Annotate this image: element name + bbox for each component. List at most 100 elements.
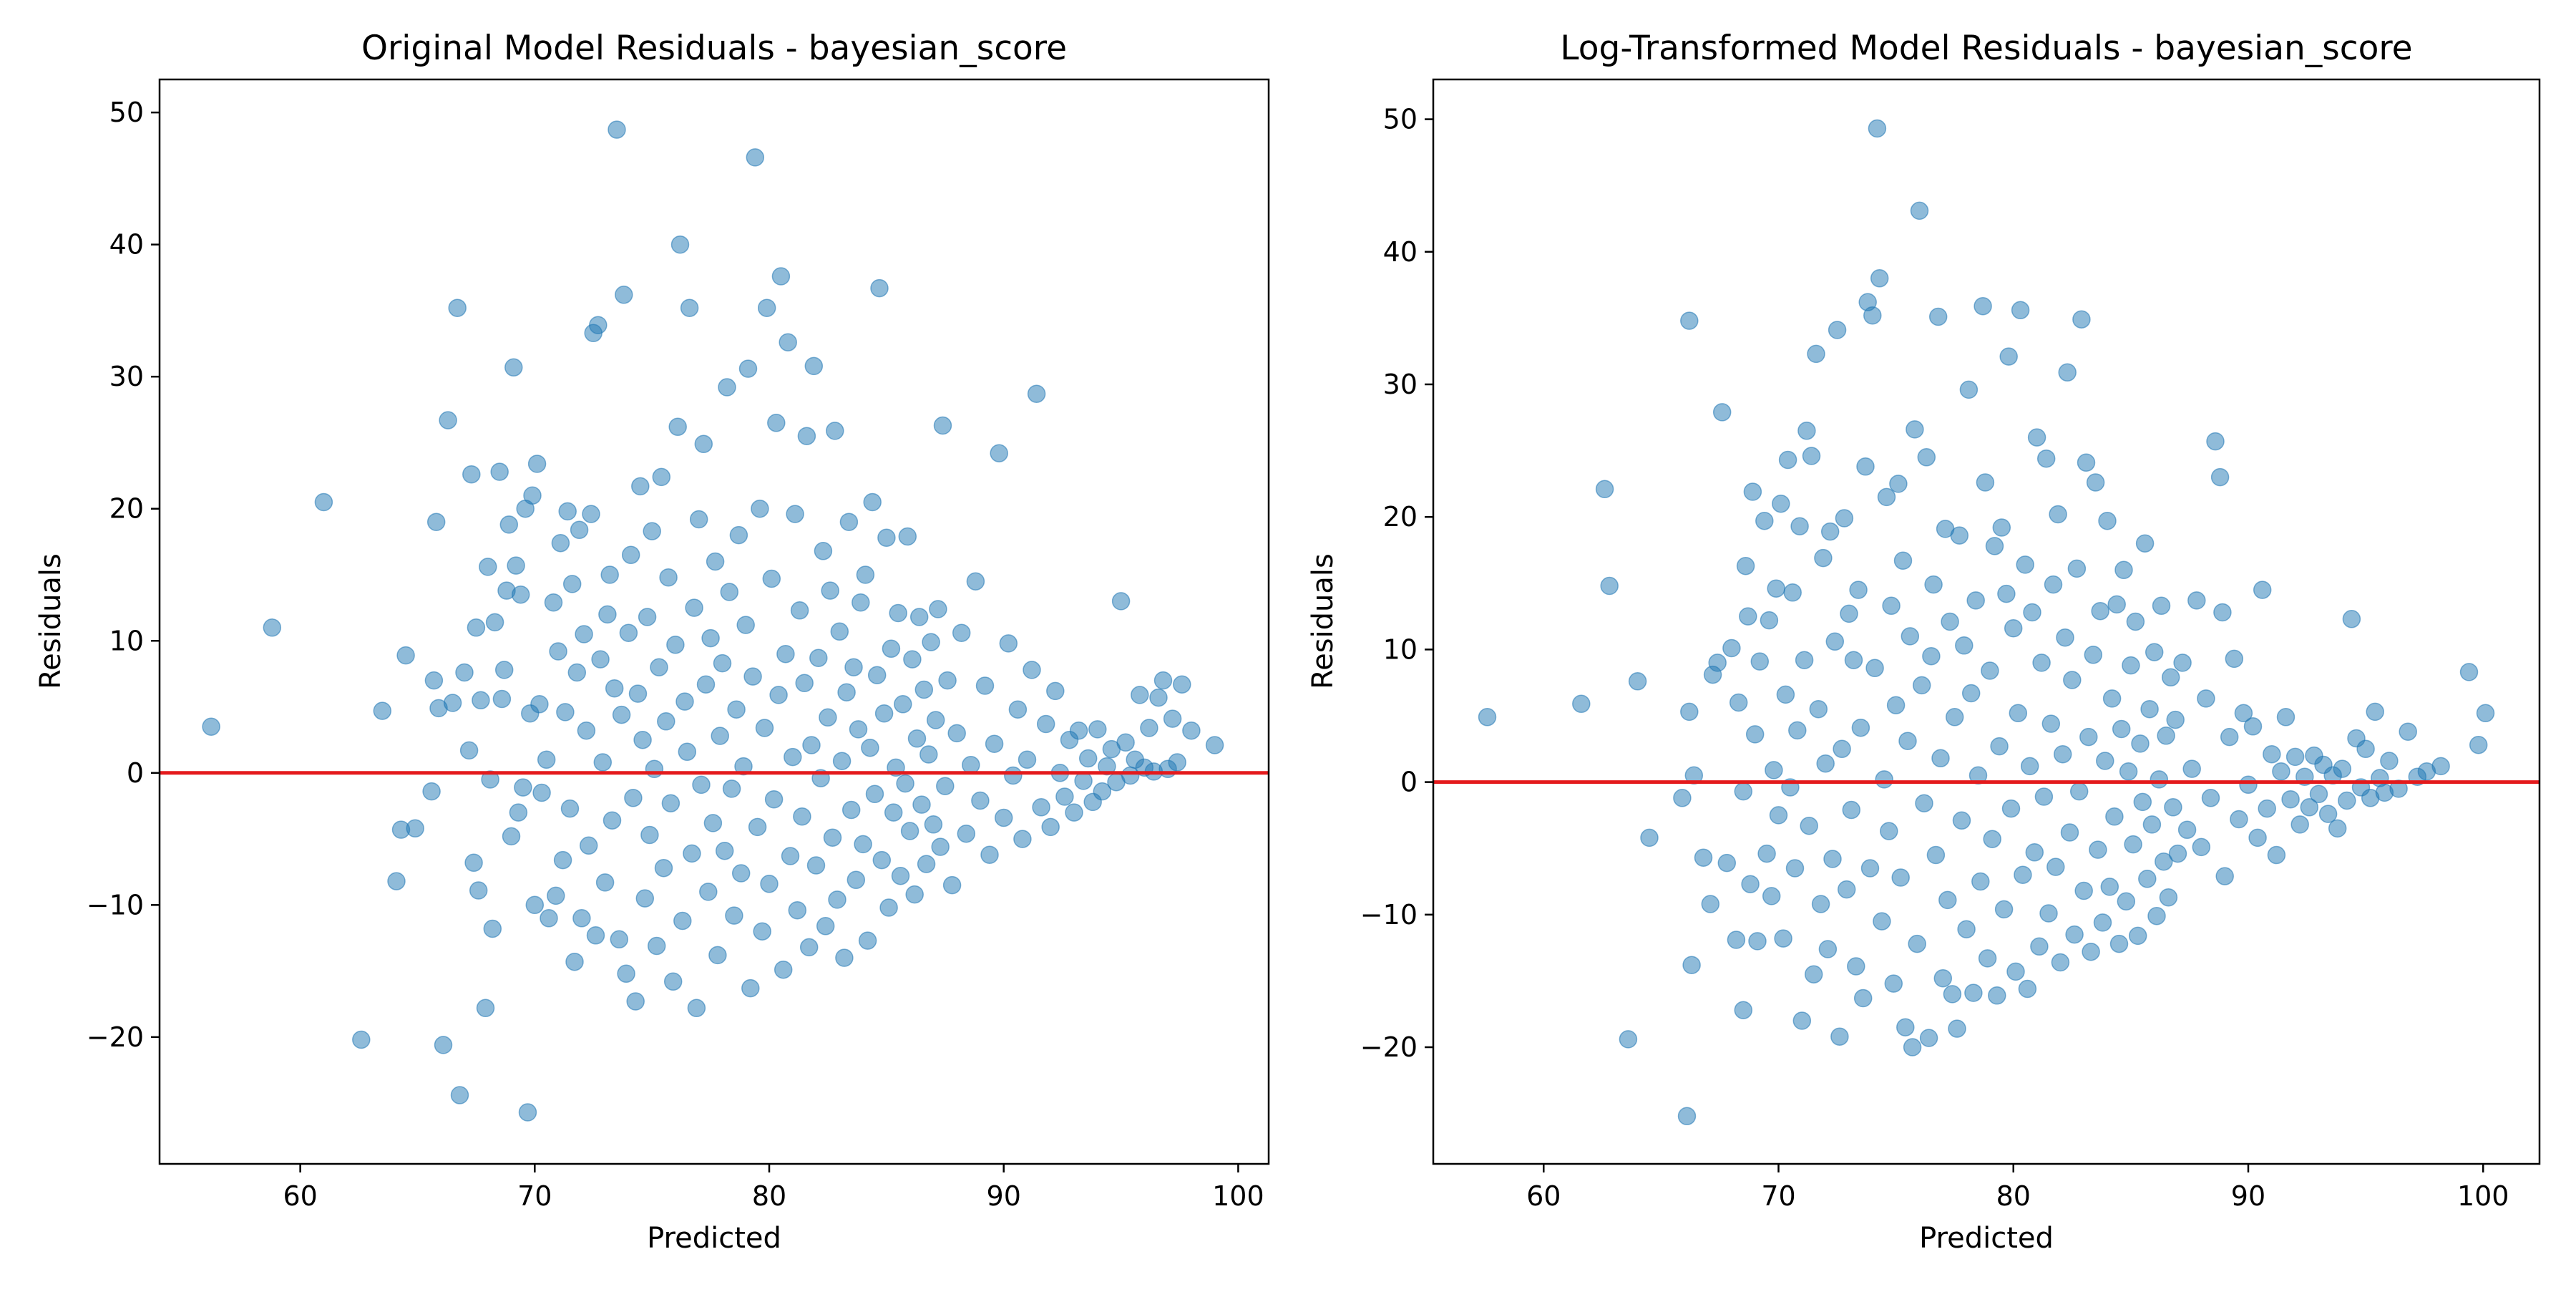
right-residual-point — [1619, 1030, 1638, 1049]
left-residual-point — [1116, 733, 1135, 752]
right-residual-point — [1933, 968, 1953, 988]
left-residual-point — [527, 455, 547, 473]
left-residual-point — [1205, 736, 1224, 754]
right-residual-point — [1818, 940, 1838, 958]
left-residual-point — [602, 811, 622, 830]
left-residual-point — [544, 593, 563, 612]
left-residual-point — [514, 778, 532, 797]
right-residual-point — [1964, 983, 1983, 1002]
left-plot-panel: Original Model Residuals - bayesian_scor… — [34, 29, 1270, 1255]
right-residual-point — [1851, 718, 1870, 737]
right-residual-point — [2177, 820, 2197, 840]
left-residual-point — [786, 505, 804, 523]
left-residual-point — [837, 683, 856, 701]
left-residual-point — [481, 770, 499, 789]
right-residual-point — [2112, 719, 2131, 739]
left-residual-point — [1069, 721, 1088, 740]
left-residual-point — [713, 654, 732, 673]
right-residual-point — [2142, 815, 2162, 834]
right-residual-point — [2164, 798, 2182, 817]
left-residual-point — [764, 790, 784, 809]
right-residual-point — [1767, 579, 1785, 598]
right-residual-point — [1830, 1027, 1849, 1046]
left-residual-point — [741, 978, 760, 998]
left-residual-point — [839, 513, 859, 531]
left-residual-point — [683, 844, 701, 863]
right-plot-panel: Log-Transformed Model Residuals - bayesi… — [1307, 29, 2541, 1255]
right-residual-point — [1926, 845, 1946, 865]
left-residual-point — [1078, 749, 1098, 768]
left-scatter-points — [202, 120, 1224, 1122]
right-residual-point — [2161, 668, 2180, 687]
right-residual-point — [1910, 201, 1929, 220]
right-residual-point — [2272, 762, 2290, 781]
left-y-tick-label: −10 — [87, 889, 144, 921]
left-residual-point — [1036, 714, 1055, 734]
left-residual-point — [1004, 766, 1023, 785]
right-residual-point — [2253, 581, 2272, 599]
left-residual-point — [1149, 688, 1168, 707]
right-residual-point — [2053, 744, 2072, 764]
right-residual-point — [1943, 985, 1962, 1004]
right-residual-point — [2004, 619, 2023, 638]
right-residual-point — [1896, 1018, 1915, 1036]
left-residual-point — [809, 649, 828, 667]
right-residual-point — [2197, 689, 2215, 708]
right-y-tick-label: 0 — [1400, 767, 1418, 798]
right-x-tick-label: 90 — [2231, 1180, 2265, 1212]
right-residual-point — [1701, 895, 1720, 913]
right-residual-point — [2030, 937, 2049, 956]
left-residual-point — [633, 730, 652, 749]
left-residual-point — [802, 736, 821, 754]
right-residual-point — [2119, 762, 2138, 781]
right-residual-point — [1978, 949, 1997, 968]
right-residual-point — [2016, 555, 2034, 574]
left-residual-point — [687, 999, 706, 1018]
right-residual-point — [2027, 428, 2046, 447]
left-residual-point — [863, 492, 882, 512]
right-y-tick-label: 50 — [1383, 104, 1418, 135]
left-residual-point — [263, 618, 282, 637]
right-residual-point — [1478, 708, 1497, 727]
right-residual-point — [1750, 652, 1770, 671]
left-residual-point — [725, 906, 743, 925]
left-residual-point — [1098, 757, 1116, 776]
left-residual-point — [560, 799, 580, 818]
right-residual-point — [2166, 710, 2185, 729]
right-residual-point — [2069, 782, 2089, 801]
right-residual-point — [1755, 511, 1774, 530]
right-residual-point — [1595, 480, 1614, 499]
right-residual-point — [1797, 422, 1816, 440]
right-residual-point — [2086, 473, 2105, 492]
left-residual-point — [570, 520, 589, 540]
right-residual-point — [2309, 785, 2328, 804]
left-residual-point — [443, 694, 462, 712]
right-residual-point — [1844, 651, 1863, 669]
right-residual-point — [1971, 872, 1990, 891]
left-residual-point — [1074, 772, 1093, 790]
left-residual-point — [699, 883, 718, 901]
right-residual-point — [1915, 794, 1933, 812]
right-residual-point — [1816, 754, 1835, 773]
left-residual-point — [738, 359, 758, 378]
left-residual-point — [553, 850, 572, 870]
left-residual-point — [701, 628, 720, 648]
left-residual-point — [865, 785, 884, 804]
right-residual-point — [1875, 770, 1893, 789]
left-residual-point — [889, 603, 907, 623]
left-residual-point — [905, 885, 924, 904]
left-residual-point — [525, 895, 545, 915]
left-residual-point — [678, 742, 697, 762]
left-residual-point — [670, 235, 690, 254]
left-y-ticks: −20 −10 0 10 20 30 40 50 — [87, 97, 160, 1053]
right-residual-point — [1903, 1038, 1922, 1057]
right-residual-point — [2187, 591, 2206, 610]
right-residual-point — [2100, 878, 2119, 896]
left-residual-point — [771, 267, 791, 286]
right-residual-point — [1893, 551, 1913, 570]
left-residual-point — [575, 625, 593, 643]
right-residual-point — [1800, 816, 1818, 835]
left-residual-point — [490, 462, 509, 481]
left-residual-point — [439, 411, 457, 429]
right-residual-point — [1924, 575, 1943, 594]
